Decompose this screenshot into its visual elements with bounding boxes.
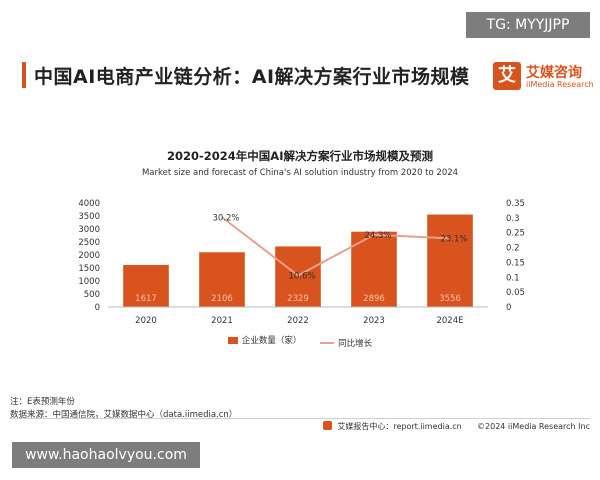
- x-tick-label: 2024E: [436, 316, 463, 326]
- y-right-tick-label: 0.2: [506, 244, 520, 254]
- legend-item-bars: 企业数量（家）: [227, 334, 302, 346]
- legend-label-bars: 企业数量（家）: [241, 336, 302, 346]
- logo-en-text: iiMedia Research: [526, 80, 594, 89]
- footer-divider: [10, 418, 590, 419]
- logo-mark-icon: 艾: [493, 62, 521, 90]
- y-left-tick-label: 2000: [78, 251, 100, 261]
- footer-report-site: 艾媒报告中心：report.iimedia.cn: [337, 422, 462, 431]
- bar-2021: [199, 252, 245, 307]
- legend-swatch-bar: [227, 336, 238, 344]
- y-left-tick-label: 2500: [78, 238, 100, 248]
- bar-2020: [123, 264, 169, 307]
- y-right-tick-label: 0.25: [506, 229, 525, 239]
- x-tick-label: 2020: [135, 316, 157, 326]
- footnote-estimate: 注：E表预测年份: [10, 397, 75, 407]
- bar-value-label: 3556: [439, 294, 461, 304]
- legend-label-line: 同比增长: [338, 338, 373, 349]
- growth-value-label: 30.2%: [212, 213, 239, 223]
- y-left-tick-label: 3500: [78, 212, 100, 222]
- iimedia-logo: 艾 艾媒咨询 iiMedia Research: [493, 62, 594, 92]
- y-right-tick-label: 0.3: [506, 214, 520, 224]
- report-center-icon: [322, 421, 332, 430]
- logo-cn-text: 艾媒咨询: [526, 65, 582, 81]
- x-tick-label: 2023: [363, 316, 385, 326]
- bar-value-label: 1617: [135, 294, 157, 304]
- y-right-tick-label: 0.1: [506, 273, 520, 283]
- growth-line: [221, 216, 451, 277]
- y-left-tick-label: 1500: [78, 264, 100, 274]
- bar-value-label: 2106: [211, 294, 233, 304]
- bar-value-label: 2329: [287, 294, 309, 304]
- site-watermark: www.haohaolvyou.com: [12, 442, 200, 468]
- footer-info: 艾媒报告中心：report.iimedia.cn ©2024 iiMedia R…: [322, 421, 590, 432]
- legend-item-line: 同比增长: [320, 337, 372, 349]
- y-left-tick-label: 0: [95, 303, 100, 313]
- y-right-tick-label: 0.35: [506, 199, 525, 209]
- bar-value-label: 2896: [363, 294, 385, 304]
- bar-2023: [351, 231, 397, 307]
- legend-swatch-line: [320, 341, 335, 344]
- bar-2024E: [427, 214, 473, 307]
- footer-copyright: ©2024 iiMedia Research Inc: [477, 422, 590, 431]
- y-left-tick-label: 1000: [78, 277, 100, 287]
- chart-title: 2020-2024年中国AI解决方案行业市场规模及预测: [167, 149, 433, 163]
- y-right-tick-label: 0: [506, 303, 511, 313]
- chart-subtitle: Market size and forecast of China's AI s…: [141, 168, 459, 178]
- y-left-tick-label: 500: [84, 290, 100, 300]
- x-tick-label: 2022: [287, 316, 309, 326]
- growth-value-label: 23.1%: [440, 234, 467, 244]
- bar-2022: [275, 246, 321, 307]
- y-right-tick-label: 0.05: [506, 288, 525, 298]
- y-left-tick-label: 4000: [78, 199, 100, 209]
- title-accent-bar: [22, 62, 26, 88]
- y-left-tick-label: 3000: [78, 225, 100, 235]
- footnote-source: 数据来源：中国通信院，艾媒数据中心（data.iimedia.cn）: [10, 410, 238, 420]
- page-title: 中国AI电商产业链分析：AI解决方案行业市场规模: [34, 66, 470, 88]
- y-right-tick-label: 0.15: [506, 258, 525, 268]
- x-tick-label: 2021: [211, 316, 233, 326]
- growth-value-label: 10.6%: [288, 272, 315, 282]
- chart-legend: 企业数量（家） 同比增长: [0, 334, 600, 349]
- tg-badge: TG: MYYJJPP: [466, 12, 590, 38]
- growth-value-label: 24.3%: [364, 231, 391, 241]
